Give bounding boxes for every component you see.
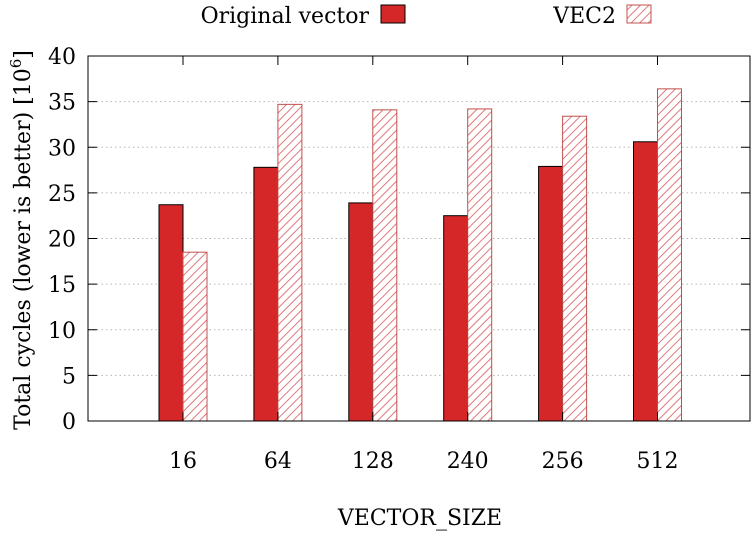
y-axis-label-close: ] — [11, 50, 36, 59]
legend-swatch-vec2 — [626, 4, 652, 24]
y-tick-label: 40 — [48, 45, 76, 70]
y-tick-label: 25 — [48, 182, 76, 207]
x-ticks: 16 64 128 240 256 512 — [169, 56, 679, 474]
y-tick-label: 20 — [48, 228, 76, 253]
y-tick-label: 0 — [62, 410, 76, 435]
y-tick-label: 5 — [62, 364, 76, 389]
bar-original-vector-64 — [253, 166, 279, 422]
x-tick-label: 16 — [169, 449, 197, 474]
bar-original-vector-128 — [348, 202, 374, 422]
y-ticks: 0 5 10 15 20 25 30 35 40 — [48, 45, 750, 435]
bar-vec2-16 — [182, 251, 208, 422]
bars — [158, 88, 682, 422]
y-tick-label: 15 — [48, 273, 76, 298]
legend-label-vec2: VEC2 — [552, 4, 616, 29]
bar-original-vector-256 — [538, 165, 564, 422]
bar-vec2-256 — [562, 115, 588, 422]
y-tick-label: 10 — [48, 319, 76, 344]
x-tick-label: 64 — [264, 449, 292, 474]
bar-original-vector-512 — [633, 141, 658, 422]
x-tick-label: 512 — [637, 449, 679, 474]
bar-vec2-512 — [657, 88, 682, 422]
y-tick-label: 35 — [48, 91, 76, 116]
y-axis-label-exponent: 6 — [7, 59, 25, 69]
x-tick-label: 256 — [542, 449, 584, 474]
x-tick-label: 128 — [352, 449, 394, 474]
legend-label-original-vector: Original vector — [201, 4, 370, 29]
bar-original-vector-240 — [443, 215, 469, 422]
y-axis-label: Total cycles (lower is better) [10 — [11, 68, 36, 430]
svg-text:Total cycles (lower is better): Total cycles (lower is better) [106] — [7, 50, 36, 430]
bar-original-vector-16 — [158, 204, 184, 422]
bar-vec2-240 — [467, 108, 493, 422]
legend-swatch-original-vector — [380, 4, 406, 24]
x-axis-title: VECTOR_SIZE — [337, 506, 502, 531]
legend: Original vector VEC2 — [201, 4, 652, 29]
y-axis-title: Total cycles (lower is better) [106] — [7, 50, 36, 430]
y-tick-label: 30 — [48, 136, 76, 161]
bar-vec2-128 — [372, 109, 398, 422]
x-tick-label: 240 — [447, 449, 489, 474]
bar-vec2-64 — [277, 103, 303, 422]
